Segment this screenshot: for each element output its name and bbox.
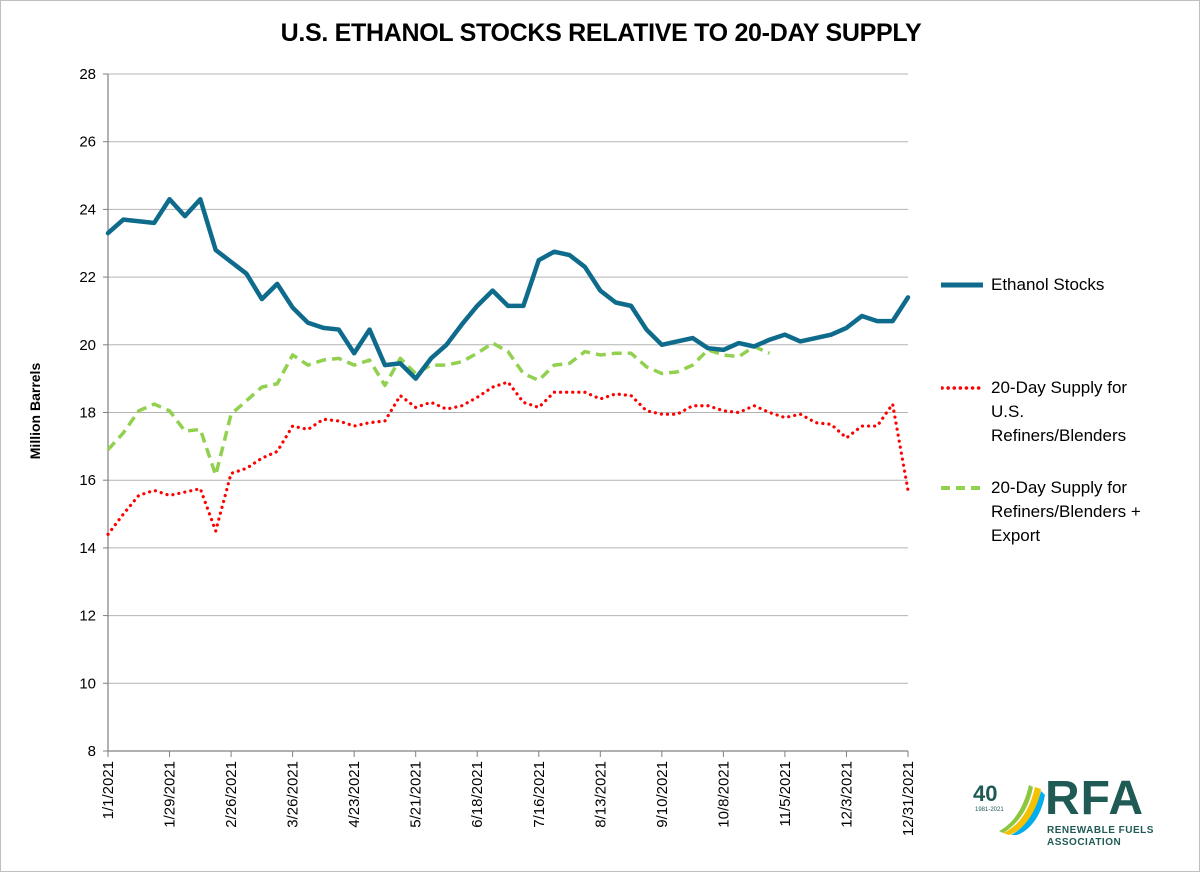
series-line-dotted	[106, 380, 910, 536]
logo-subtitle-line2: ASSOCIATION	[1047, 837, 1122, 848]
y-tick-label: 18	[79, 405, 96, 422]
legend-item-us-supply: 20-Day Supply for U.S. Refiners/Blenders	[941, 378, 1161, 448]
legend-label: 20-Day Supply for Refiners/Blenders + Ex…	[991, 478, 1141, 545]
series-line-dashed	[106, 341, 771, 477]
x-tick-label: 8/13/2021	[592, 761, 609, 828]
y-tick-label: 22	[79, 269, 96, 286]
logo-swoosh-icon	[999, 785, 1045, 835]
x-tick-label: 6/18/2021	[469, 761, 486, 828]
chart-title: U.S. ETHANOL STOCKS RELATIVE TO 20-DAY S…	[280, 19, 922, 47]
legend-item-export-supply: 20-Day Supply for Refiners/Blenders + Ex…	[941, 478, 1161, 548]
y-axis-label: Million Barrels	[27, 362, 43, 460]
rfa-logo: 40 1981-2021 RFA RENEWABLE FUELS ASSOCIA…	[973, 772, 1173, 849]
x-tick-label: 12/31/2021	[900, 761, 917, 836]
x-tick-label: 1/1/2021	[100, 761, 117, 819]
legend-swatch-solid	[941, 282, 983, 288]
x-tick-label: 4/23/2021	[346, 761, 363, 828]
x-tick-label: 7/16/2021	[531, 761, 548, 828]
x-tick-label: 12/3/2021	[838, 761, 855, 828]
logo-rfa-text: RFA	[1045, 772, 1144, 825]
x-tick-label: 9/10/2021	[654, 761, 671, 828]
x-tick-label: 3/26/2021	[285, 761, 302, 828]
x-tick-label: 1/29/2021	[162, 761, 179, 828]
y-tick-label: 8	[88, 743, 96, 760]
legend-item-ethanol-stocks: Ethanol Stocks	[941, 275, 1161, 297]
x-tick-label: 10/8/2021	[715, 761, 732, 828]
y-tick-label: 10	[79, 675, 96, 692]
y-tick-label: 14	[79, 540, 96, 557]
y-tick-label: 12	[79, 608, 96, 625]
x-tick-label: 2/26/2021	[223, 761, 240, 828]
logo-subtitle-line1: RENEWABLE FUELS	[1047, 825, 1154, 836]
legend-label: Ethanol Stocks	[991, 275, 1105, 294]
legend-swatch-dotted	[941, 386, 983, 390]
x-tick-label: 11/5/2021	[777, 761, 794, 827]
y-tick-label: 20	[79, 337, 96, 354]
x-tick-label: 5/21/2021	[408, 761, 425, 828]
y-tick-label: 24	[79, 201, 96, 218]
logo-anniversary-number: 40	[973, 781, 998, 806]
y-tick-label: 26	[79, 134, 96, 151]
legend-swatch-dashed	[941, 486, 983, 490]
logo-anniversary-years: 1981-2021	[975, 807, 1004, 813]
series-line-solid	[105, 197, 911, 381]
legend-label: 20-Day Supply for U.S. Refiners/Blenders	[991, 378, 1128, 445]
y-tick-label: 16	[79, 472, 96, 489]
y-tick-label: 28	[79, 66, 96, 83]
